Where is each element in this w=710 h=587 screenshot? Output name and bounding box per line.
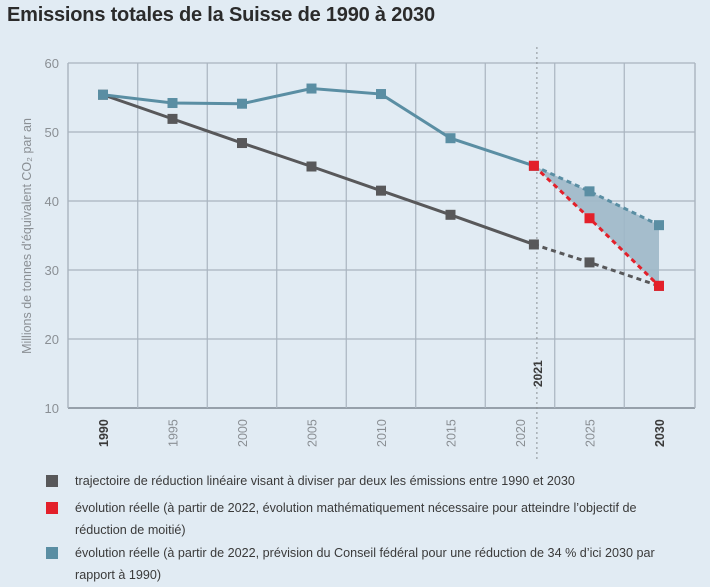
legend-swatch-blue <box>46 547 58 559</box>
x-tick-label: 2025 <box>584 419 598 447</box>
data-point-marker <box>654 280 664 291</box>
data-point-marker <box>306 83 317 94</box>
y-tick-label: 40 <box>45 194 59 209</box>
data-point-marker <box>528 160 539 171</box>
chart-title: Emissions totales de la Suisse de 1990 à… <box>7 4 435 26</box>
legend-swatch-gray <box>46 475 58 487</box>
data-point-marker <box>445 209 456 220</box>
data-point-marker <box>306 161 317 172</box>
gap-area <box>533 165 659 286</box>
legend-label: évolution réelle (à partir de 2022, prév… <box>75 546 655 582</box>
data-point-marker <box>584 213 595 224</box>
data-point-marker <box>98 89 108 100</box>
x-tick-label: 2005 <box>306 419 320 447</box>
legend-item-linear: trajectoire de réduction linéaire visant… <box>46 470 675 492</box>
reference-line-label: 2021 <box>531 360 545 387</box>
data-point-marker <box>237 138 247 149</box>
data-point-marker <box>237 98 247 109</box>
legend-label: évolution réelle (à partir de 2022, évol… <box>75 501 637 537</box>
data-point-marker <box>167 113 178 124</box>
x-tick-label: 2020 <box>514 419 528 447</box>
y-tick-label: 30 <box>45 263 59 278</box>
y-tick-label: 10 <box>45 401 59 416</box>
y-tick-label: 20 <box>45 332 59 347</box>
data-point-marker <box>376 89 386 100</box>
y-tick-label: 60 <box>45 56 59 71</box>
x-tick-label: 2015 <box>445 419 459 447</box>
data-point-marker <box>584 257 595 268</box>
legend-item-forecast: évolution réelle (à partir de 2022, prév… <box>46 542 675 586</box>
legend-item-necessary: évolution réelle (à partir de 2022, évol… <box>46 497 655 541</box>
data-point-marker <box>528 239 539 250</box>
data-point-marker <box>584 186 595 197</box>
x-tick-label: 1995 <box>167 419 181 447</box>
x-tick-label: 2030 <box>653 419 667 447</box>
x-tick-label: 2010 <box>375 419 389 447</box>
legend-label: trajectoire de réduction linéaire visant… <box>75 474 575 488</box>
y-axis-label: Millions de tonnes d'équivalent CO₂ par … <box>20 118 34 354</box>
x-tick-label: 1990 <box>97 419 111 447</box>
data-point-marker <box>654 220 664 231</box>
data-point-marker <box>376 185 386 196</box>
y-tick-label: 50 <box>45 125 59 140</box>
x-tick-label: 2000 <box>236 419 250 447</box>
legend-swatch-red <box>46 502 58 514</box>
series-line-dashed <box>533 164 660 227</box>
data-point-marker <box>445 133 456 144</box>
data-point-marker <box>167 98 178 109</box>
